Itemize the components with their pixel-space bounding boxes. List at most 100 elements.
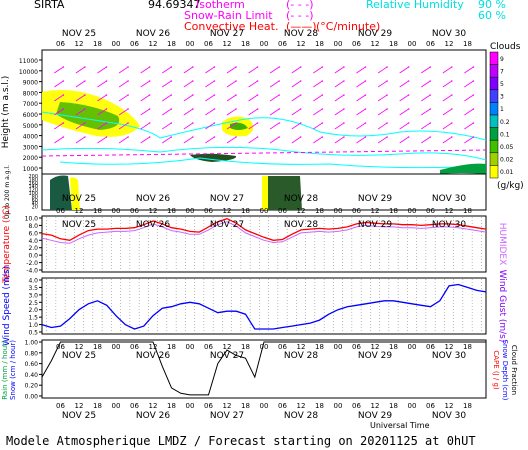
hour-label: 00 (260, 207, 269, 215)
wind-arrow-head (386, 122, 388, 124)
wind-arrow (269, 122, 280, 130)
wind-arrow-head (105, 108, 108, 110)
wind-arrow-head (105, 80, 108, 82)
hour-label: 06 (56, 207, 65, 215)
hour-label: 18 (167, 40, 176, 48)
cloud-low-y-tick-label: 80 (32, 194, 38, 200)
hour-label: 18 (463, 402, 472, 410)
legend-rh-60: 60 % (478, 9, 506, 22)
y-tick-label: 1.00 (25, 340, 39, 347)
hour-label: 12 (223, 207, 232, 215)
hour-label: 06 (204, 343, 213, 351)
day-label: NOV 28 (284, 29, 318, 39)
wind-arrow (313, 108, 323, 116)
wind-arrow (118, 80, 129, 88)
wind-arrow-head (299, 80, 302, 82)
wind-arrow-head (84, 136, 86, 138)
colorbar-swatch (489, 139, 499, 154)
wind-arrow (269, 80, 280, 88)
wind-arrow-head (299, 136, 302, 138)
wind-arrow-head (213, 122, 216, 124)
wind-arrow (162, 122, 172, 130)
wind-arrow-head (386, 108, 388, 110)
low-cloud-nov28 (268, 176, 302, 210)
top-hour-labels: 06 12 18 00 06 12 18 00 06 12 18 00 06 12 18 00 06 12 18 00… (56, 40, 472, 48)
hour-label: 18 (389, 402, 398, 410)
wind-arrow (291, 94, 301, 102)
wind-arrow (54, 108, 64, 116)
hour-label: 18 (315, 343, 324, 351)
wind-arrow-head (256, 94, 259, 96)
hour-label: 06 (278, 207, 287, 215)
hour-label: 18 (389, 343, 398, 351)
wind-arrow (183, 80, 194, 88)
wind-arrows (54, 66, 475, 144)
colorbar-tick-label: 3 (500, 94, 504, 101)
wind-arrow-head (386, 136, 388, 138)
hour-label: 06 (352, 402, 361, 410)
colorbar-swatch (489, 76, 499, 91)
wind-arrow (75, 66, 86, 74)
wind-arrow-head (343, 66, 345, 68)
wind-arrow (97, 94, 107, 102)
day-label: NOV 27 (210, 220, 244, 230)
wind-arrow-head (407, 108, 410, 110)
wind-arrow (118, 94, 129, 102)
colorbar-swatches: 9 7 5 3 1 0.2 0.1 0.05 0.02 0.01 (489, 51, 514, 179)
snow-ylabel: Snow (cm / hour) (9, 340, 17, 400)
precip-y-axis: 0.00 0.20 0.40 0.60 0.80 1.00 (25, 340, 42, 401)
y-tick-label: 0.80 (25, 350, 39, 357)
rh-contour-2 (41, 146, 487, 161)
wind-arrow-head (451, 94, 453, 96)
wind-arrow-head (62, 66, 65, 68)
hour-label: 06 (130, 207, 139, 215)
wind-arrow (54, 136, 64, 144)
wind-arrow-head (407, 136, 410, 138)
wind-arrow (75, 136, 86, 144)
hour-label: 06 (278, 402, 287, 410)
wind-arrow (399, 94, 409, 102)
temperature-y-axis: -4.0-2.00.02.04.06.08.010.0 (25, 216, 42, 275)
wind-arrow-head (451, 80, 453, 82)
wind-arrow (75, 122, 86, 130)
wind-arrow (118, 122, 129, 130)
day-label: NOV 26 (136, 411, 170, 421)
wind-arrow-head (235, 94, 237, 96)
y-tick-label: 10.0 (25, 216, 39, 223)
colorbar-swatch (489, 127, 499, 141)
wind-arrow-head (278, 66, 280, 68)
wind-ylabel: Wind Speed (m/s) (2, 266, 12, 346)
cloud-y-tick-label: 10000 (19, 69, 38, 76)
hour-label: 00 (112, 402, 121, 410)
hour-label: 06 (204, 40, 213, 48)
y-tick-label: -4.0 (26, 268, 38, 275)
cloud-y-tick-label: 9000 (23, 80, 38, 87)
colorbar-tick-label: 9 (500, 56, 504, 63)
colorbar-tick-label: 5 (500, 81, 504, 88)
colorbar-tick-label: 0.1 (500, 131, 510, 138)
wind-arrow (421, 94, 431, 102)
wind-grid (46, 279, 482, 333)
low-cloud-nov28-edge (262, 176, 268, 210)
wind-arrow-head (192, 94, 194, 96)
hour-label: 06 (56, 343, 65, 351)
station-name: SIRTA (34, 0, 65, 11)
hour-label: 18 (167, 207, 176, 215)
wind-arrow (54, 66, 64, 74)
wind-arrow (334, 66, 345, 74)
wind-arrow-head (84, 66, 86, 68)
hour-label: 12 (149, 40, 158, 48)
day-label: NOV 26 (136, 29, 170, 39)
hour-label: 12 (75, 40, 84, 48)
hour-label: 18 (241, 207, 250, 215)
day-label: NOV 30 (432, 220, 466, 230)
hour-label: 06 (56, 40, 65, 48)
wind-arrow-head (343, 136, 345, 138)
wind-arrow (356, 94, 366, 102)
wind-arrow-head (192, 122, 194, 124)
hour-label: 12 (223, 343, 232, 351)
wind-arrow (205, 80, 215, 88)
day-label: NOV 26 (136, 194, 170, 204)
wind-arrow (464, 122, 474, 130)
day-label: NOV 29 (358, 29, 392, 39)
